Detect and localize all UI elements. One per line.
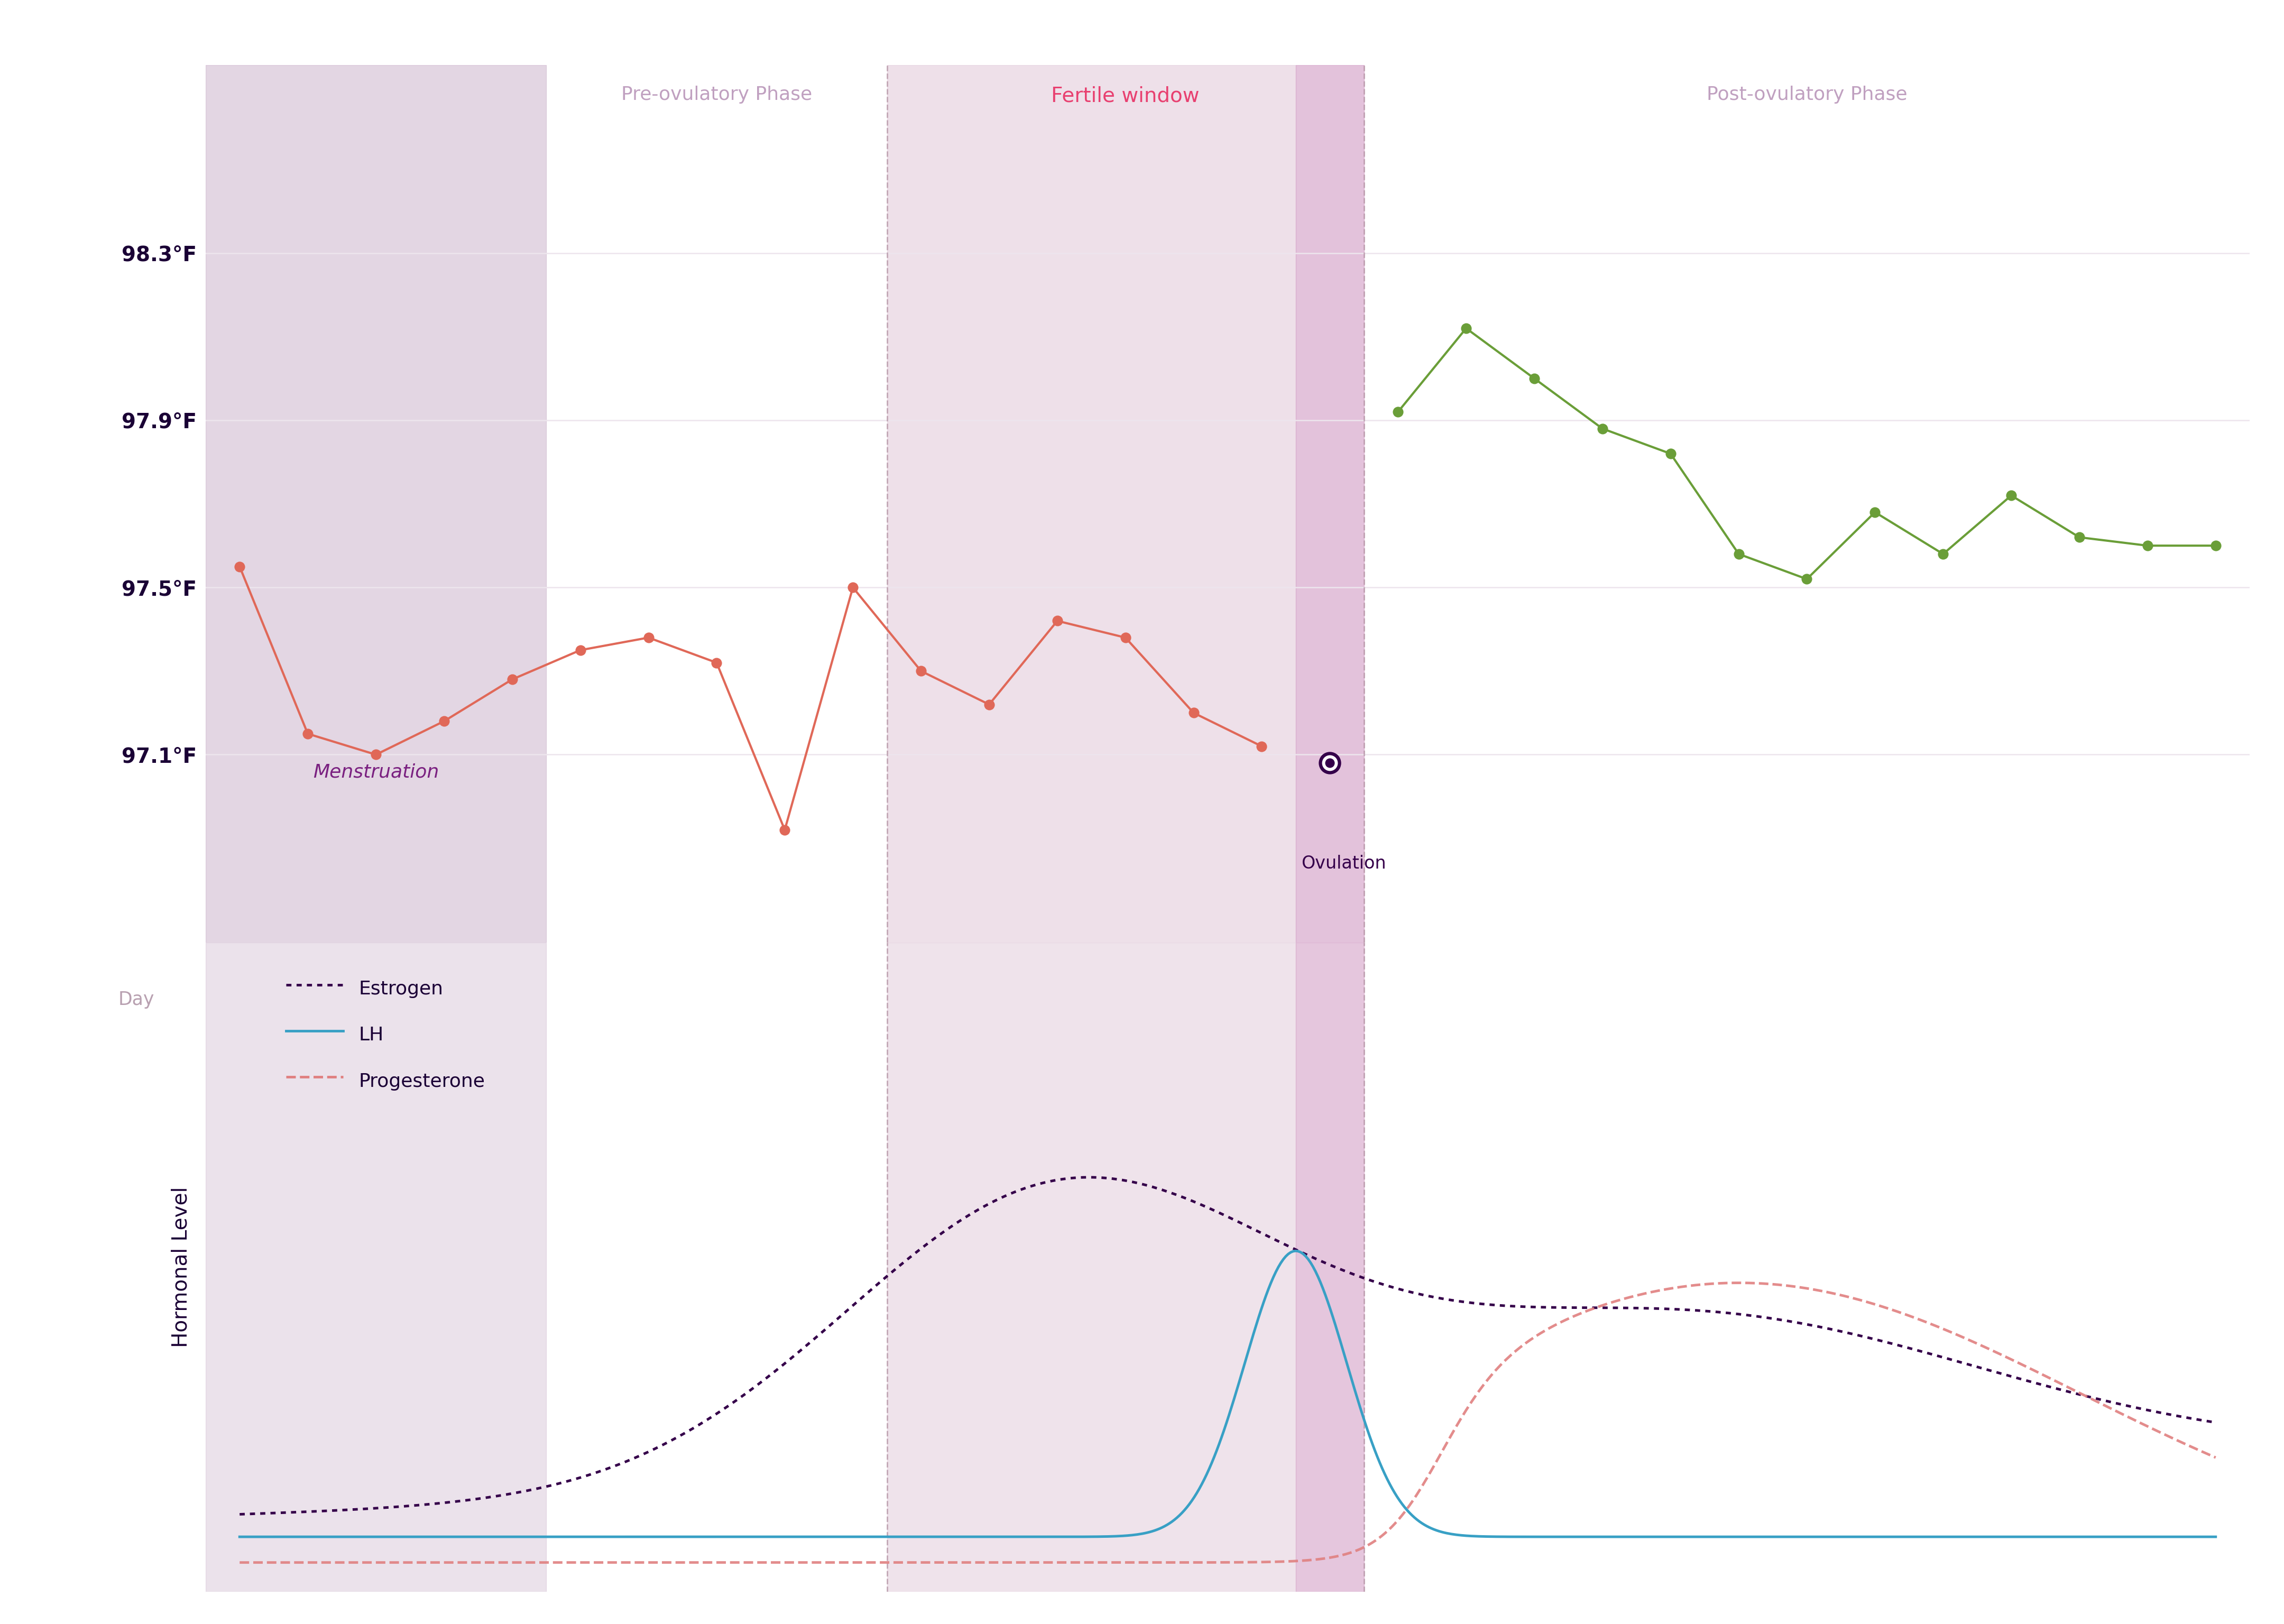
Bar <box>1295 65 1364 942</box>
Bar <box>1295 942 1364 1592</box>
Text: Day: Day <box>119 991 155 1009</box>
Text: Menstruation: Menstruation <box>313 763 439 781</box>
Bar <box>206 65 546 942</box>
Y-axis label: Hormonal Level: Hormonal Level <box>171 1187 192 1348</box>
Bar <box>886 942 1295 1592</box>
Legend: Estrogen, LH, Progesterone: Estrogen, LH, Progesterone <box>276 965 493 1104</box>
Bar <box>886 65 1295 942</box>
Bar <box>206 942 546 1592</box>
Text: Fertile window: Fertile window <box>1051 86 1199 106</box>
Text: Post-ovulatory Phase: Post-ovulatory Phase <box>1706 86 1907 104</box>
Text: Ovulation: Ovulation <box>1302 854 1386 872</box>
Text: Pre-ovulatory Phase: Pre-ovulatory Phase <box>621 86 813 104</box>
